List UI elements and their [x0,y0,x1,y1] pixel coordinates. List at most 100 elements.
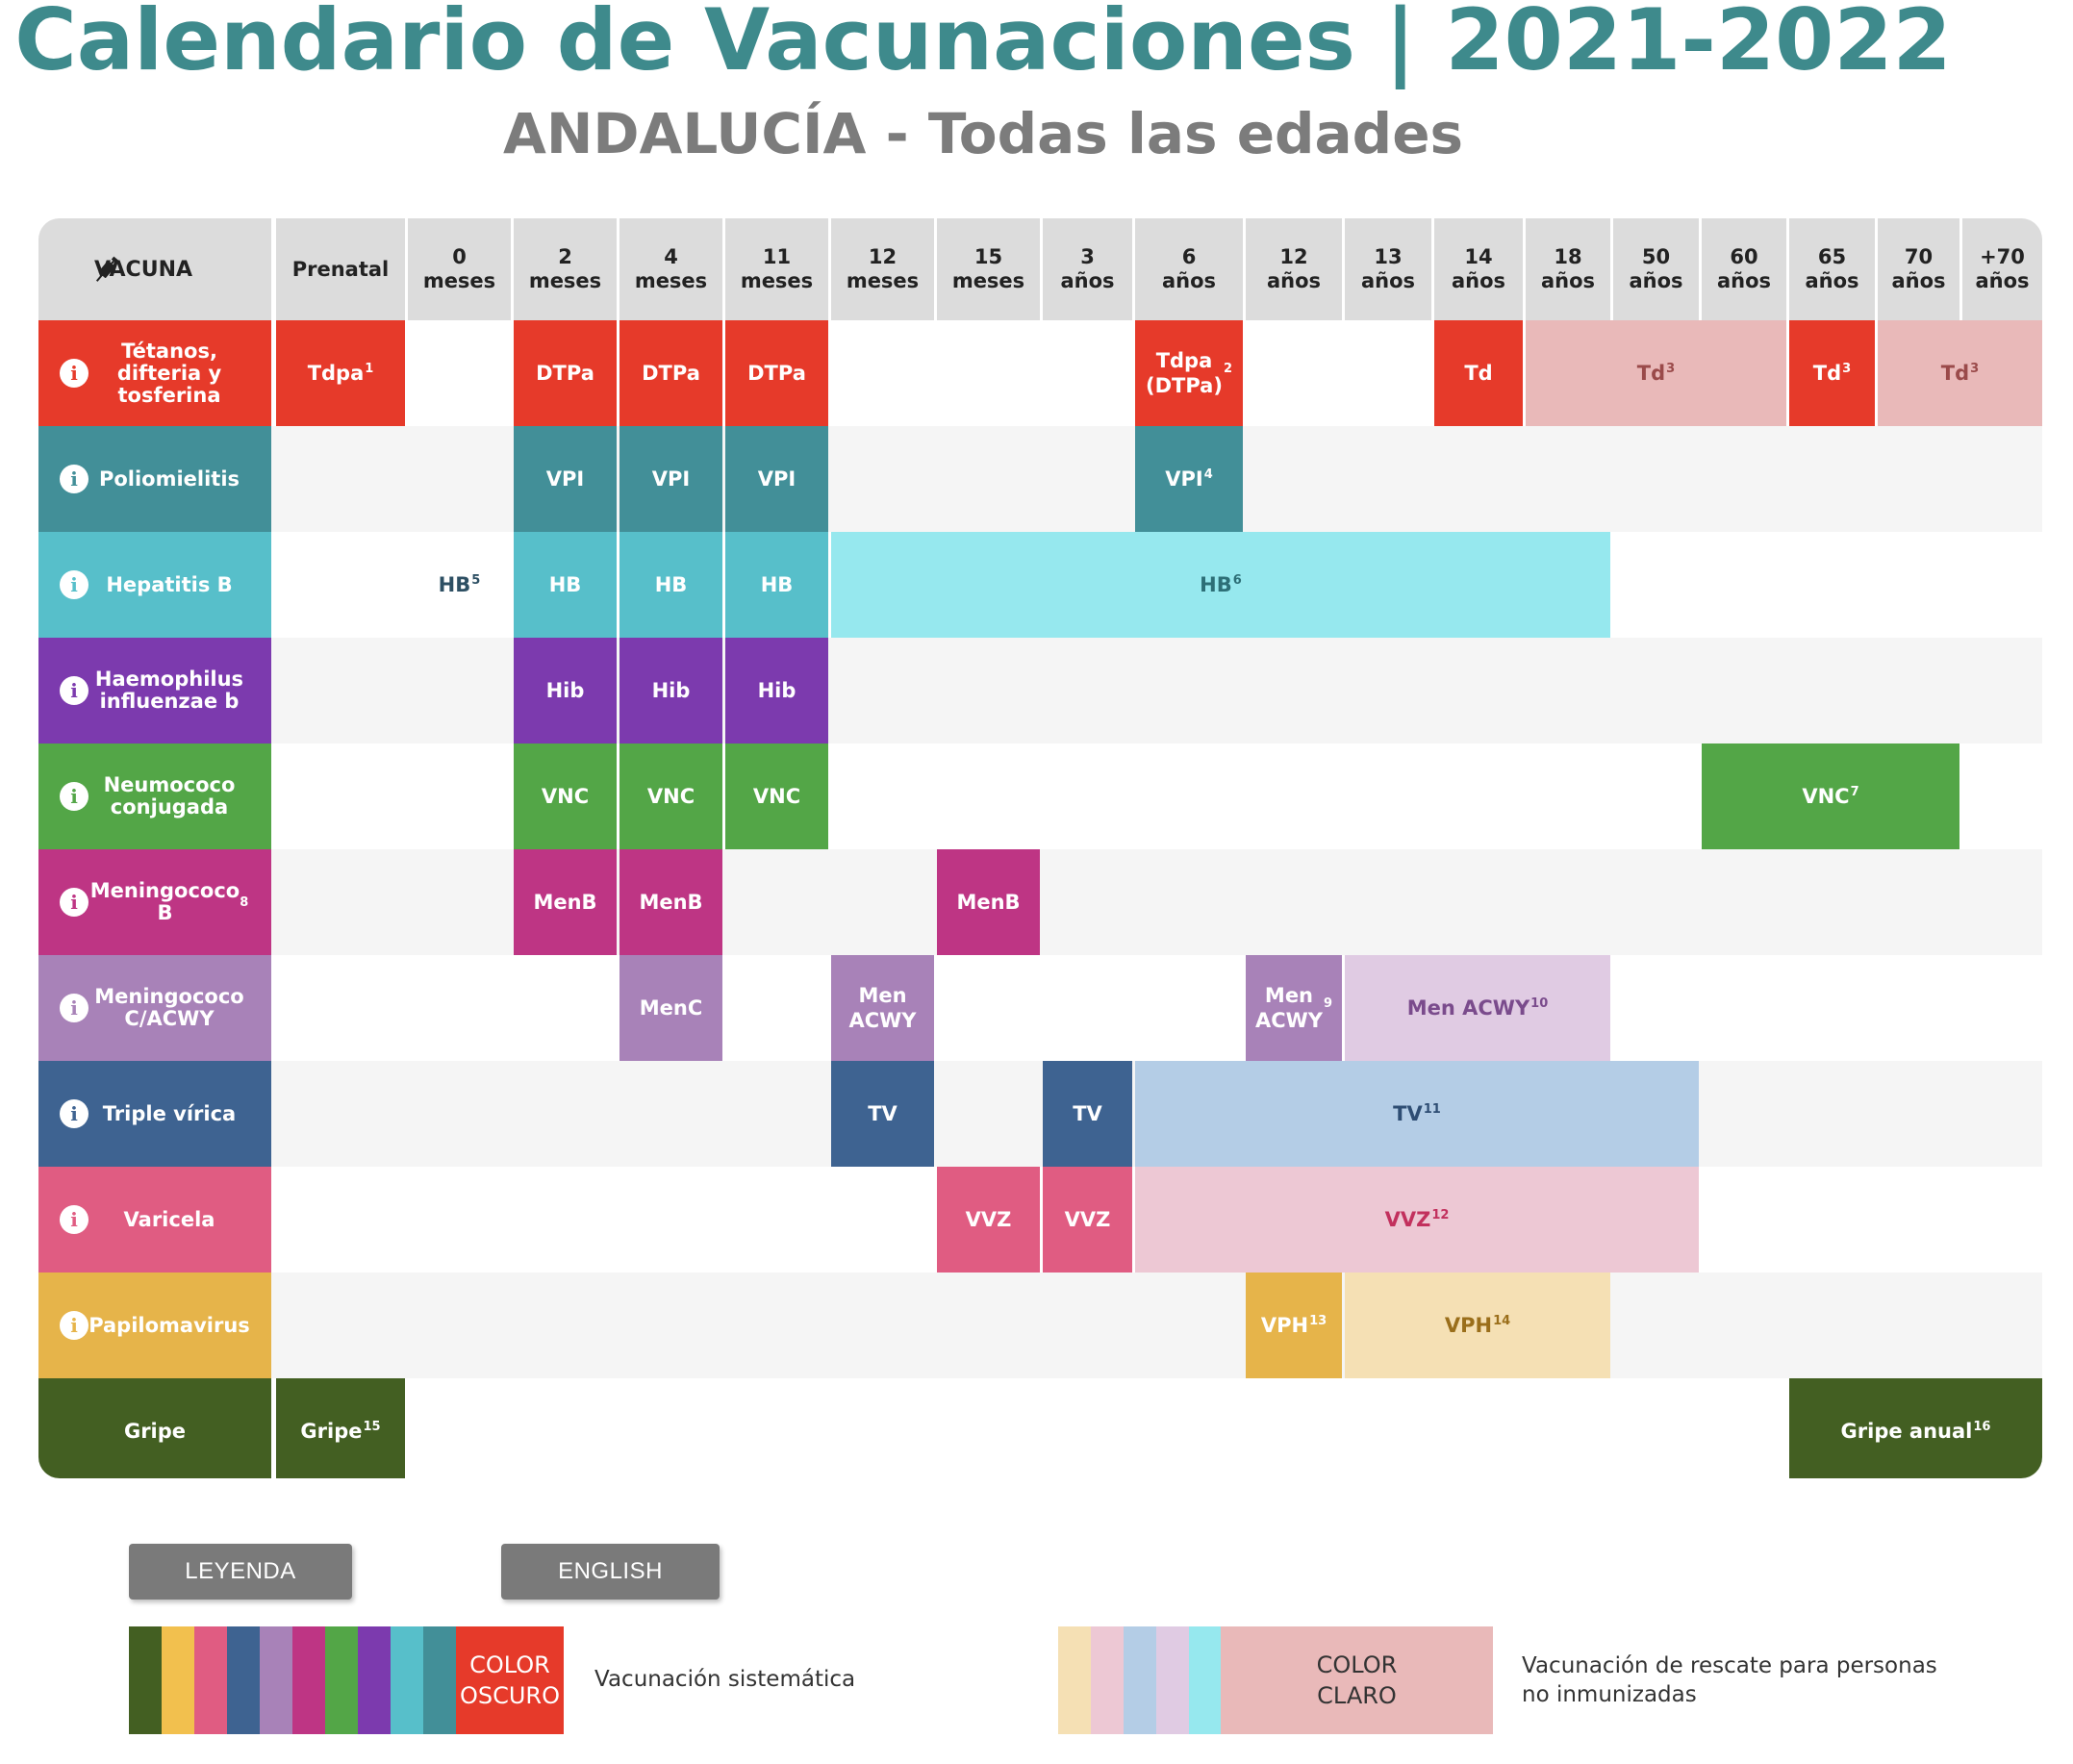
syringe-icon [95,256,118,282]
dose-label: MenB [639,891,703,914]
vaccine-name-cell[interactable]: i Hepatitis B [38,532,271,638]
dose-cell: MenB [514,849,617,955]
dose-superscript: 9 [1324,996,1333,1011]
color-swatch [1124,1626,1156,1734]
dose-label: DTPa [747,362,806,385]
info-icon[interactable]: i [60,1205,88,1234]
color-swatch [423,1626,456,1734]
dose-label: Hib [757,679,796,702]
dose-superscript: 7 [1850,785,1859,799]
vaccine-name: Poliomielitis [98,466,240,491]
vaccine-name-cell[interactable]: i Varicela [38,1167,271,1273]
dose-cell: VVZ [1043,1167,1132,1273]
dose-cell: Hib [619,638,722,743]
header-age: 0 meses [408,218,511,320]
dose-label: Gripe anual [1840,1420,1973,1443]
info-icon[interactable]: i [60,782,88,811]
info-icon[interactable]: i [60,888,88,917]
dose-cell: Men ACWY 9 [1246,955,1342,1061]
vaccine-name-cell[interactable]: i Neumococo conjugada [38,743,271,849]
dose-label: Td [1812,362,1842,385]
dose-label: Men ACWY [1254,984,1323,1032]
info-icon[interactable]: i [60,1311,88,1340]
header-age: 12 meses [831,218,934,320]
color-swatch [292,1626,325,1734]
page-subtitle: ANDALUCÍA - Todas las edades [502,101,1464,166]
english-button[interactable]: ENGLISH [501,1544,720,1600]
dose-label: VPH [1260,1314,1309,1337]
color-swatch [1091,1626,1124,1734]
info-icon[interactable]: i [60,570,88,599]
row-band [38,638,2042,743]
color-swatch [1156,1626,1189,1734]
header-age: 3 años [1043,218,1132,320]
header-age: 6 años [1135,218,1243,320]
info-icon[interactable]: i [60,676,88,705]
dose-label: Gripe [300,1420,363,1443]
dose-label: VPH [1444,1314,1493,1337]
vaccine-name: Papilomavirus [88,1313,250,1337]
dose-cell: VPH 13 [1246,1273,1342,1378]
dose-cell: VNC [514,743,617,849]
color-swatch [325,1626,358,1734]
dark-color-description: Vacunación sistemática [594,1667,856,1692]
dose-cell: HB 5 [408,532,511,638]
dose-label: MenB [533,891,597,914]
legend-button[interactable]: LEYENDA [129,1544,352,1600]
dose-label: VVZ [1384,1208,1431,1231]
row-band [38,1273,2042,1378]
dose-cell: TV 11 [1135,1061,1699,1167]
header-age: 18 años [1526,218,1610,320]
vaccine-name-cell[interactable]: i Poliomielitis [38,426,271,532]
vaccine-name: Hepatitis B [106,572,233,596]
dose-cell: DTPa [514,320,617,426]
dose-cell: Tdpa 1 [276,320,405,426]
vaccine-name-cell[interactable]: i Tétanos, difteria y tosferina [38,320,271,426]
dose-label: TV [868,1102,897,1125]
dose-label: VPI [1165,467,1203,491]
dose-label: Tdpa [307,362,365,385]
vaccine-name-cell[interactable]: i Meningococo C/ACWY [38,955,271,1061]
dose-label: MenB [956,891,1021,914]
header-age: 60 años [1702,218,1786,320]
color-swatch [1058,1626,1091,1734]
dose-label: VNC [1802,785,1850,808]
header-age: 4 meses [619,218,722,320]
dose-label: HB [760,573,794,596]
info-icon[interactable]: i [60,1099,88,1128]
dose-cell: MenB [619,849,722,955]
vaccine-name: Varicela [123,1207,215,1231]
dose-superscript: 11 [1423,1102,1441,1117]
info-icon[interactable]: i [60,994,88,1022]
dose-cell: VVZ 12 [1135,1167,1699,1273]
dose-label: TV [1393,1102,1423,1125]
info-icon[interactable]: i [60,465,88,493]
vaccine-name: Triple vírica [102,1101,237,1125]
color-swatch [129,1626,162,1734]
dose-cell: VNC [619,743,722,849]
dose-superscript: 13 [1309,1314,1327,1328]
dose-cell: DTPa [725,320,828,426]
vaccine-name: Tétanos, difteria y tosferina [116,339,222,407]
color-swatch [391,1626,423,1734]
light-color-description: Vacunación de rescate para personas no i… [1522,1653,1937,1707]
vaccine-name-cell[interactable]: i Papilomavirus [38,1273,271,1378]
vaccine-name-cell[interactable]: i Triple vírica [38,1061,271,1167]
dose-label: DTPa [536,362,594,385]
dose-superscript: 6 [1232,573,1242,588]
dose-cell: VPH 14 [1345,1273,1610,1378]
dose-cell: Gripe 15 [276,1378,405,1478]
header-age: 2 meses [514,218,617,320]
dose-cell: MenB [937,849,1040,955]
header-age: 50 años [1613,218,1699,320]
dose-cell: VPI [725,426,828,532]
dose-superscript: 3 [1666,362,1676,376]
header-vaccine: VACUNA [38,218,271,320]
dose-cell: Td 3 [1878,320,2042,426]
dose-label: VNC [646,785,695,808]
dose-cell: VNC 7 [1702,743,1959,849]
header-age: 70 años [1878,218,1959,320]
info-icon[interactable]: i [60,359,88,388]
vaccine-name-cell[interactable]: i Haemophilus influenzae b [38,638,271,743]
